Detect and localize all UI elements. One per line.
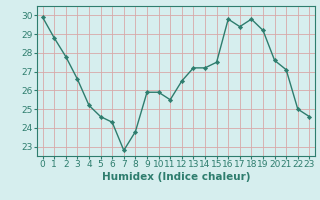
X-axis label: Humidex (Indice chaleur): Humidex (Indice chaleur) — [102, 172, 250, 182]
